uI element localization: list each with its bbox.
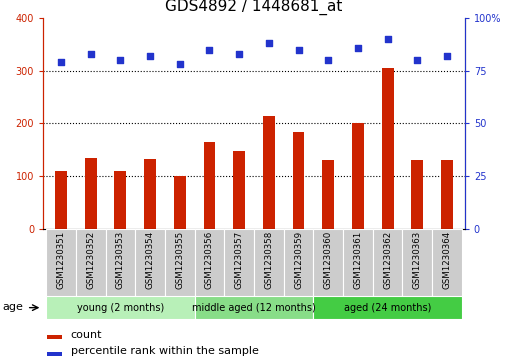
Text: percentile rank within the sample: percentile rank within the sample (71, 346, 259, 356)
Point (116, 57, 124, 63)
Point (413, 57, 421, 63)
Bar (352, 123, 364, 229)
Text: GSM1230357: GSM1230357 (235, 231, 244, 289)
Point (235, 51, 243, 57)
Bar (225, 229, 254, 296)
Text: GSM1230359: GSM1230359 (294, 231, 303, 289)
Point (265, 41, 273, 46)
Bar (254, 229, 283, 296)
Bar (313, 229, 343, 296)
Text: GSM1230351: GSM1230351 (56, 231, 66, 289)
Bar (382, 68, 394, 229)
Text: GSM1230356: GSM1230356 (205, 231, 214, 289)
Text: GSM1230355: GSM1230355 (175, 231, 184, 289)
Bar (402, 229, 432, 296)
Point (295, 47, 303, 53)
Bar (432, 229, 462, 296)
Text: middle aged (12 months): middle aged (12 months) (192, 303, 316, 313)
Bar (55, 171, 67, 229)
Point (57, 60, 65, 65)
Bar (204, 142, 215, 229)
Bar (293, 132, 304, 229)
Bar (47, 335, 62, 339)
Text: GSM1230363: GSM1230363 (413, 231, 422, 289)
Text: count: count (71, 330, 102, 340)
Bar (343, 229, 373, 296)
Bar (195, 296, 313, 319)
Point (324, 57, 332, 63)
Bar (46, 229, 76, 296)
Text: GSM1230353: GSM1230353 (116, 231, 125, 289)
Text: GSM1230358: GSM1230358 (264, 231, 273, 289)
Point (146, 53, 154, 59)
Text: GSM1230352: GSM1230352 (86, 231, 95, 289)
Point (87, 51, 95, 57)
Text: GSM1230360: GSM1230360 (324, 231, 333, 289)
Text: GSM1230354: GSM1230354 (146, 231, 154, 289)
Point (176, 62, 184, 68)
Text: GSM1230364: GSM1230364 (442, 231, 452, 289)
Bar (373, 229, 402, 296)
Text: aged (24 months): aged (24 months) (344, 303, 431, 313)
Bar (85, 158, 97, 229)
Text: GSM1230361: GSM1230361 (354, 231, 362, 289)
Bar (47, 352, 62, 356)
Bar (114, 171, 126, 229)
Bar (195, 229, 225, 296)
Bar (106, 229, 135, 296)
Text: young (2 months): young (2 months) (77, 303, 164, 313)
Bar (76, 229, 106, 296)
Point (354, 45, 362, 50)
Text: age: age (2, 302, 23, 312)
Bar (233, 151, 245, 229)
Bar (174, 176, 186, 229)
Title: GDS4892 / 1448681_at: GDS4892 / 1448681_at (165, 0, 343, 15)
Bar (283, 229, 313, 296)
Point (205, 47, 213, 53)
Bar (263, 115, 275, 229)
Bar (313, 296, 462, 319)
Bar (135, 229, 165, 296)
Bar (46, 296, 195, 319)
Bar (144, 159, 156, 229)
Bar (322, 160, 334, 229)
Point (384, 36, 392, 42)
Bar (411, 160, 423, 229)
Point (443, 53, 451, 59)
Bar (165, 229, 195, 296)
Text: GSM1230362: GSM1230362 (383, 231, 392, 289)
Bar (441, 160, 453, 229)
